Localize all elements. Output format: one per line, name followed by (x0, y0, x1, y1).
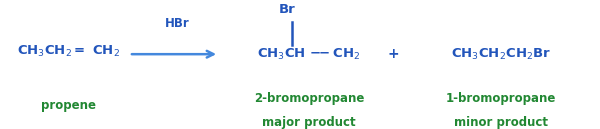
Text: minor product: minor product (454, 116, 548, 129)
Text: HBr: HBr (164, 17, 190, 30)
Text: 2-bromopropane: 2-bromopropane (254, 92, 364, 104)
Text: 1-bromopropane: 1-bromopropane (446, 92, 556, 104)
Text: Br: Br (278, 3, 295, 15)
Text: CH$_3$CH$_2$$\mathbf{=}$ CH$_2$: CH$_3$CH$_2$$\mathbf{=}$ CH$_2$ (17, 44, 121, 59)
Text: CH$_3$CH $\mathbf{-\!\!-}$CH$_2$: CH$_3$CH $\mathbf{-\!\!-}$CH$_2$ (257, 47, 361, 62)
Text: CH$_3$CH$_2$CH$_2$Br: CH$_3$CH$_2$CH$_2$Br (451, 47, 551, 62)
Text: major product: major product (262, 116, 356, 129)
Text: propene: propene (41, 99, 97, 112)
Text: +: + (387, 47, 399, 61)
